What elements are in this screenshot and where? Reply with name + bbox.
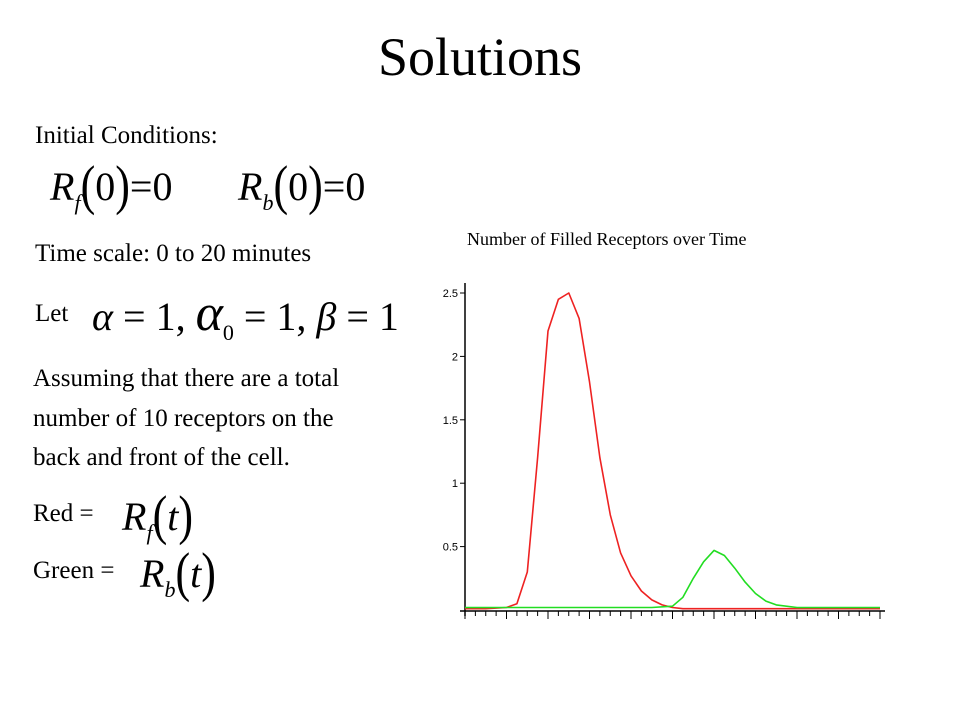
rf-subscript: f <box>74 190 81 215</box>
alpha0-subscript: 0 <box>222 320 234 345</box>
rb-symbol: R <box>238 164 263 209</box>
assumption-line-3: back and front of the cell. <box>33 444 290 471</box>
chart-series <box>465 292 880 610</box>
initial-conditions-label: Initial Conditions: <box>35 122 218 149</box>
green-rb-arg: t <box>190 551 202 596</box>
equation-parameters: α = 1, α0 = 1, β = 1 <box>92 285 399 345</box>
rf-symbol: R <box>50 164 75 209</box>
red-rf-subscript: f <box>146 520 153 545</box>
beta-symbol: β <box>316 294 337 339</box>
chart-axes: 0.5 1 1.5 2 2.5 <box>443 283 885 619</box>
let-label: Let <box>35 300 69 327</box>
chart-title: Number of Filled Receptors over Time <box>467 229 747 249</box>
red-legend-label: Red = <box>33 500 94 527</box>
beta-value: 1 <box>378 294 399 339</box>
alpha0-value: 1 <box>276 294 297 339</box>
y-tick-label: 2 <box>452 351 458 363</box>
y-tick-label: 2.5 <box>443 288 458 300</box>
assumption-line-2: number of 10 receptors on the <box>33 405 334 432</box>
assumption-line-1: Assuming that there are a total <box>33 365 340 392</box>
equation-rb-initial: Rb(0)=0 <box>238 154 366 217</box>
red-rf-arg: t <box>167 494 179 539</box>
slide-title: Solutions <box>377 27 583 87</box>
equation-rb-t: Rb(t) <box>140 541 216 604</box>
series-line-green <box>465 549 880 609</box>
green-rb-symbol: R <box>140 551 165 596</box>
alpha-value: 1 <box>155 294 176 339</box>
series-line-red <box>465 292 880 610</box>
red-rf-symbol: R <box>122 494 147 539</box>
rb-arg: 0 <box>288 164 309 209</box>
equation-rf-initial: Rf(0)=0 <box>50 154 173 217</box>
y-tick-label: 1.5 <box>443 415 458 427</box>
green-rb-subscript: b <box>164 577 176 602</box>
alpha0-symbol: α <box>195 285 223 342</box>
time-scale-text: Time scale: 0 to 20 minutes <box>35 240 312 267</box>
rf-arg: 0 <box>95 164 116 209</box>
alpha-symbol: α <box>92 294 113 339</box>
equation-rf-t: Rf(t) <box>122 484 193 547</box>
green-legend-label: Green = <box>33 557 115 584</box>
y-tick-label: 1 <box>452 478 458 490</box>
rb-value: 0 <box>345 164 366 209</box>
rb-subscript: b <box>262 190 274 215</box>
y-tick-label: 0.5 <box>443 542 458 554</box>
rf-value: 0 <box>152 164 173 209</box>
